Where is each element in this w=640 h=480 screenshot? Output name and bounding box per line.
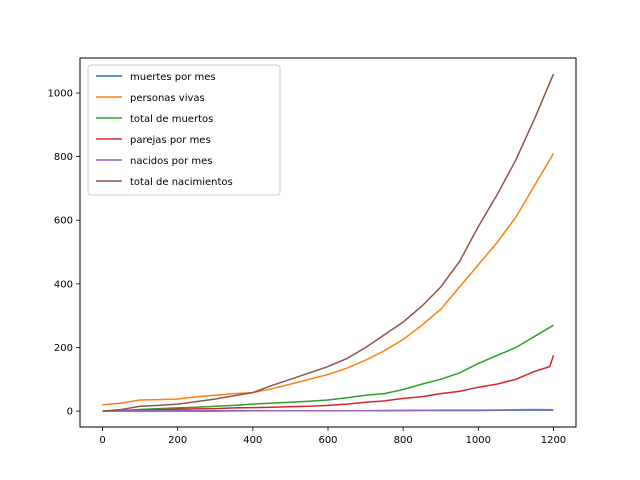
y-tick-label-2: 400 <box>54 279 73 290</box>
series-layer <box>102 73 555 412</box>
y-tick-label-1: 200 <box>54 343 73 354</box>
legend-label-4: nacidos por mes <box>130 156 212 167</box>
legend-label-0: muertes por mes <box>130 72 216 83</box>
y-axis: 0 200 400 600 800 1000 <box>48 88 80 418</box>
x-tick-label-2: 400 <box>243 435 262 446</box>
x-tick-label-6: 1200 <box>541 435 566 446</box>
legend-label-5: total de nacimientos <box>130 177 233 188</box>
series-line-5 <box>102 73 555 412</box>
x-axis: 0 200 400 600 800 1000 1200 <box>99 427 566 446</box>
series-line-2 <box>102 324 554 412</box>
series-line-1 <box>102 153 555 406</box>
legend-label-2: total de muertos <box>130 114 213 125</box>
x-tick-label-4: 800 <box>394 435 413 446</box>
legend-label-1: personas vivas <box>130 93 205 104</box>
x-tick-label-1: 200 <box>168 435 187 446</box>
y-tick-label-3: 600 <box>54 216 73 227</box>
y-tick-label-5: 1000 <box>48 88 73 99</box>
series-line-3 <box>102 355 555 412</box>
legend: muertes por mes personas vivas total de mu… <box>87 64 281 196</box>
x-tick-label-0: 0 <box>99 435 105 446</box>
series-line-4 <box>102 408 554 412</box>
y-tick-label-0: 0 <box>67 407 73 418</box>
y-tick-label-4: 800 <box>54 152 73 163</box>
x-tick-label-5: 1000 <box>466 435 491 446</box>
legend-label-3: parejas por mes <box>130 135 211 146</box>
legend-box <box>87 64 281 196</box>
x-tick-label-3: 600 <box>318 435 337 446</box>
